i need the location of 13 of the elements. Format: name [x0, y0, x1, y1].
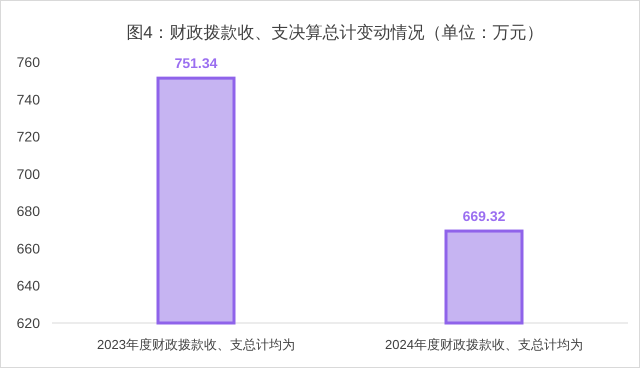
y-tick-label: 700 — [16, 166, 40, 182]
y-tick-label: 720 — [16, 128, 40, 145]
y-tick-label: 640 — [16, 278, 40, 294]
data-label: 751.34 — [174, 55, 218, 72]
y-tick-label: 620 — [16, 315, 40, 331]
y-tick-label: 660 — [16, 240, 40, 256]
data-label: 669.32 — [462, 208, 506, 224]
y-tick-label: 680 — [16, 203, 40, 220]
x-tick-label: 2024年度财政拨款收、支总计均为 — [385, 337, 583, 352]
y-tick-label: 760 — [16, 54, 40, 70]
y-tick-label: 740 — [16, 91, 40, 108]
chart-title: 图4：财政拨款收、支决算总计变动情况（单位：万元） — [126, 23, 544, 42]
x-tick-label: 2023年度财政拨款收、支总计均为 — [97, 337, 295, 352]
